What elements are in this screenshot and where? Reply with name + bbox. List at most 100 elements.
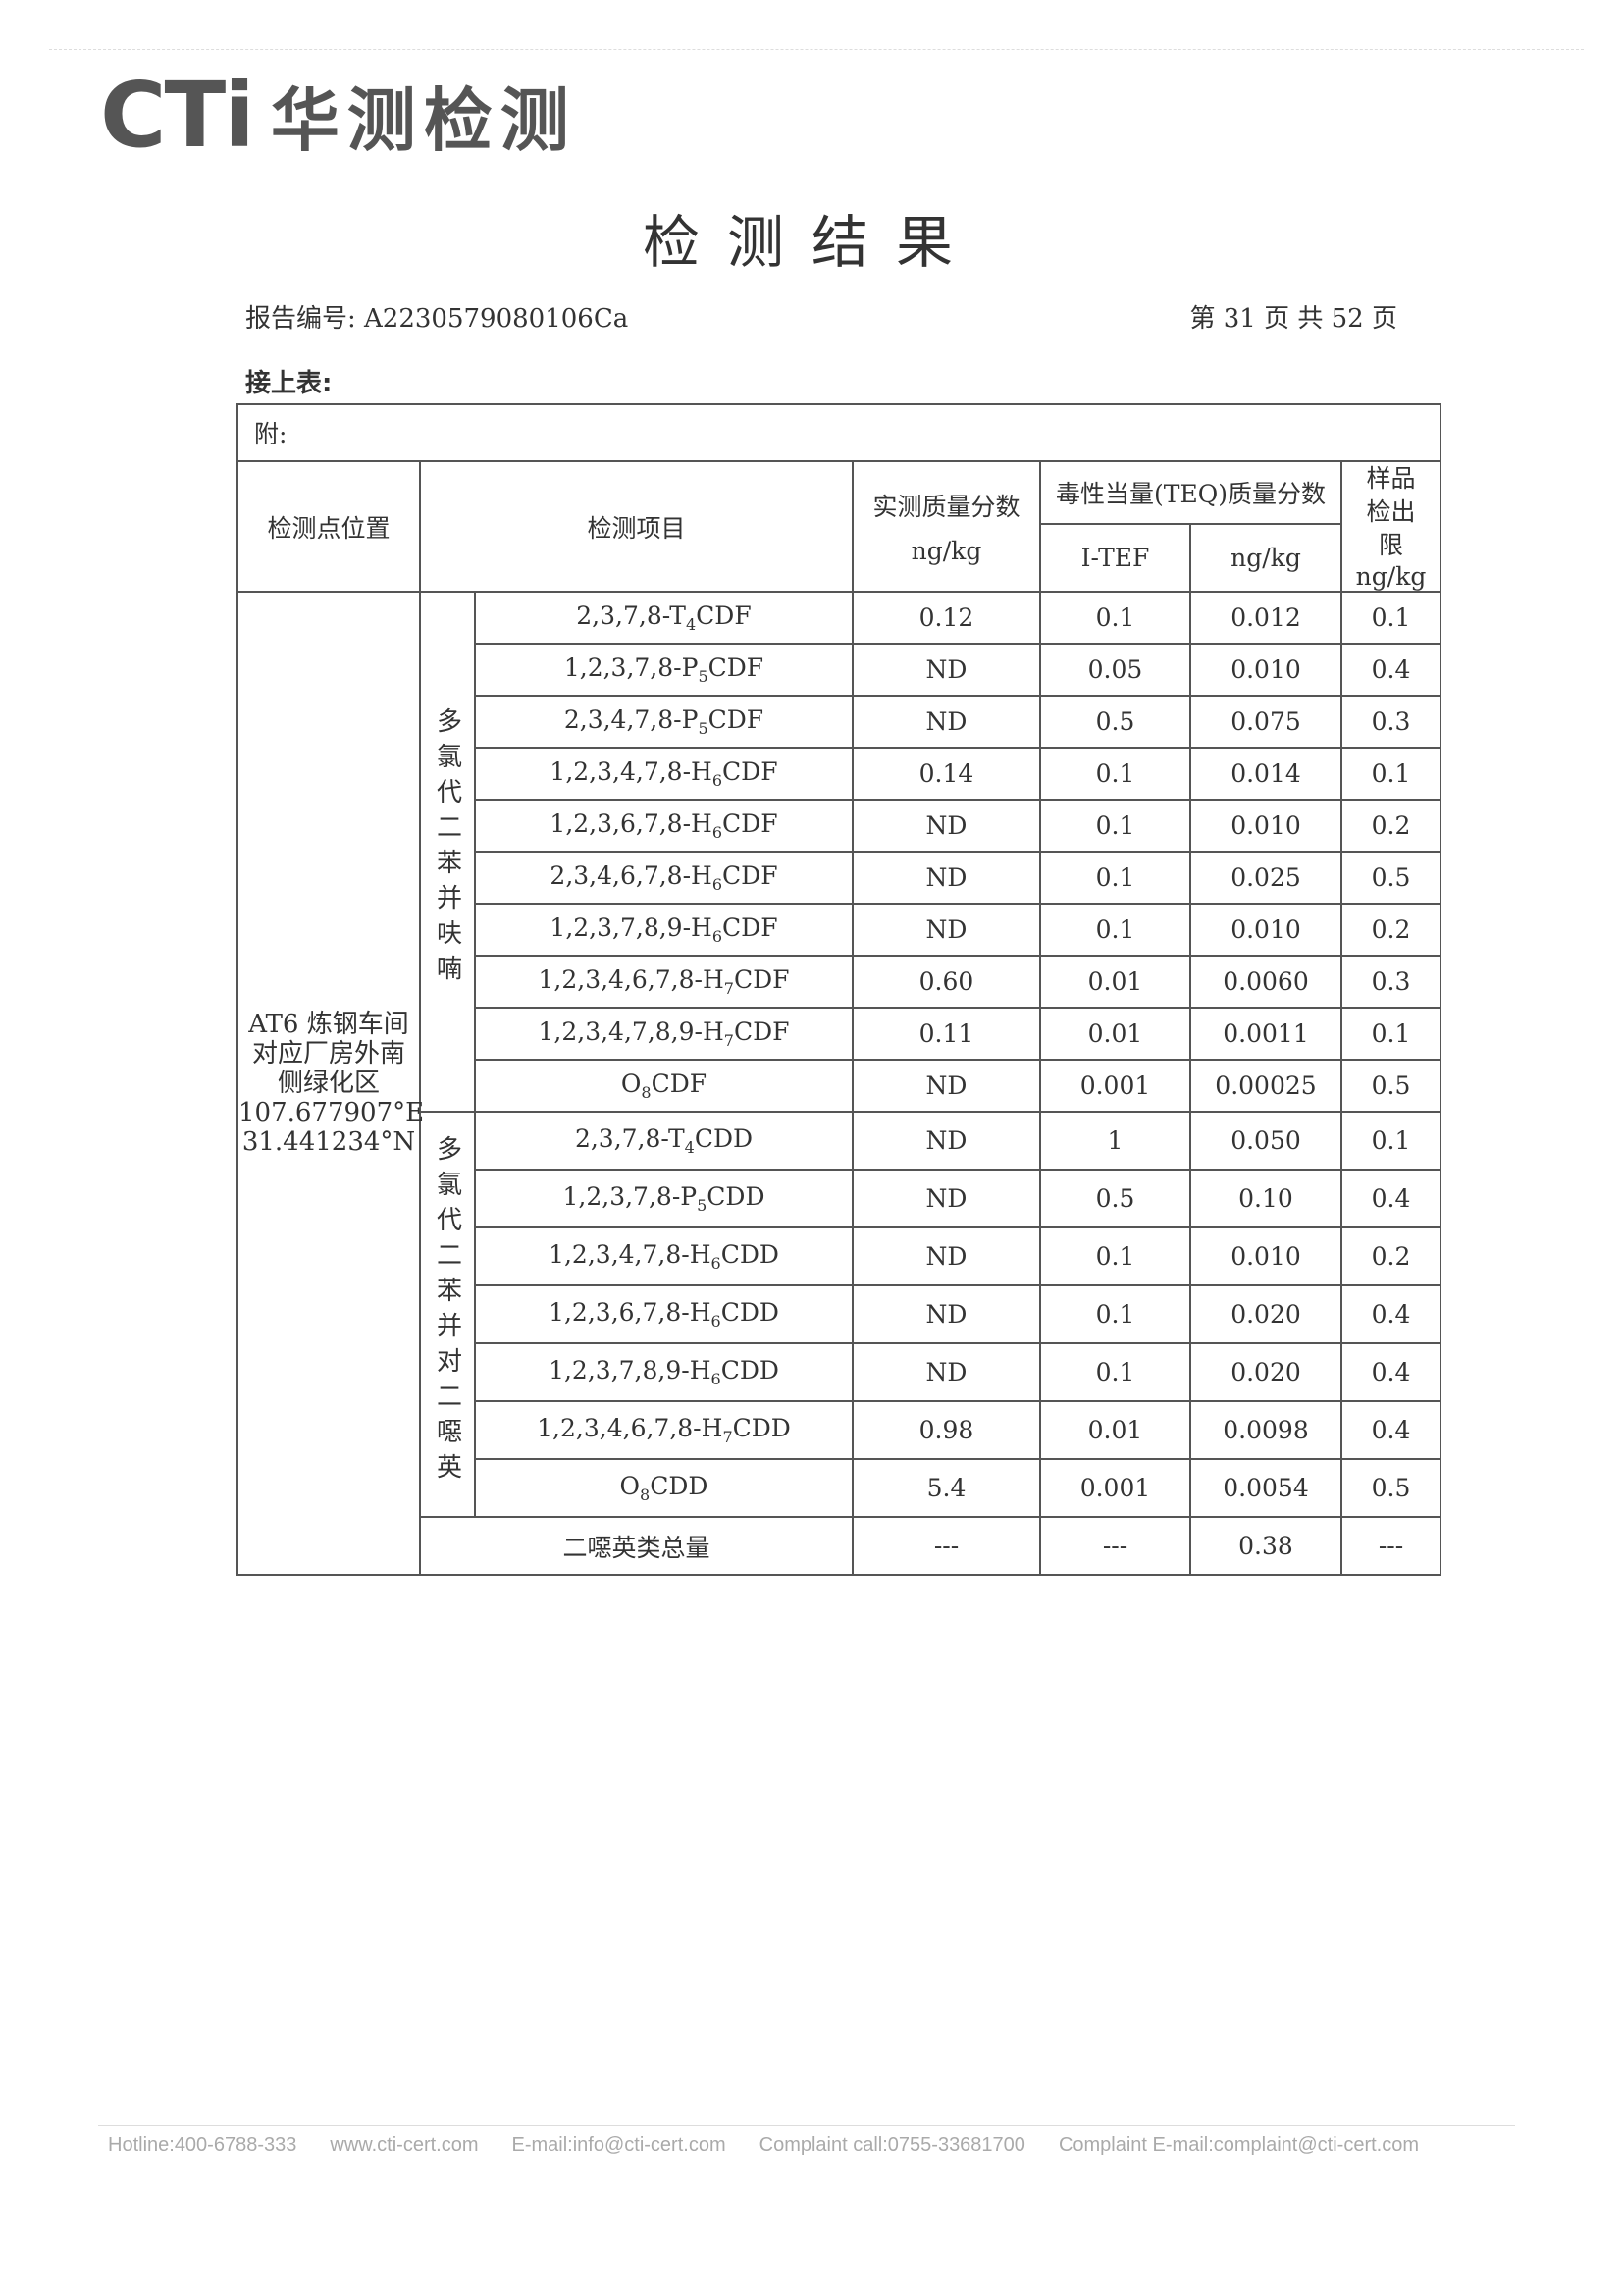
measured-value: ND: [852, 1111, 1041, 1171]
table-row: 1,2,3,7,8-P5CDD ND 0.5 0.10 0.4: [237, 1169, 1442, 1228]
top-divider: [49, 49, 1584, 50]
header-location: 检测点位置: [236, 460, 421, 593]
compound-suffix: CDF: [722, 913, 778, 942]
limit-value: 0.1: [1339, 1007, 1442, 1061]
itef-value: 0.001: [1039, 1458, 1191, 1518]
footer-email: E-mail:info@cti-cert.com: [511, 2134, 726, 2156]
compound-suffix: CDF: [651, 1070, 707, 1098]
measured-value: ND: [852, 1169, 1041, 1228]
compound-name: 2,3,4,6,7,8-H6CDF: [474, 851, 854, 905]
results-table: 附: 检测点位置 检测项目 实测质量分数 ng/kg 毒性当量(TEQ)质量分数 …: [236, 403, 1442, 1576]
measured-value: 5.4: [852, 1458, 1041, 1518]
footer: Hotline:400-6788-333 www.cti-cert.com E-…: [108, 2134, 1419, 2157]
itef-value: 0.1: [1039, 851, 1191, 905]
compound-prefix: 2,3,7,8-T: [576, 601, 686, 630]
limit-value: 0.1: [1339, 591, 1442, 645]
limit-value: 0.4: [1339, 643, 1442, 697]
page-title: 检测结果: [642, 209, 980, 276]
compound-name: 1,2,3,7,8,9-H6CDD: [474, 1342, 854, 1402]
itef-value: 0.1: [1039, 1226, 1191, 1286]
compound-prefix: O: [619, 1472, 641, 1500]
compound-prefix: 1,2,3,4,7,8-H: [550, 757, 712, 786]
report-number: 报告编号: A2230579080106Ca: [245, 304, 629, 334]
compound-name: O8CDD: [474, 1458, 854, 1518]
table-row: 1,2,3,6,7,8-H6CDD ND 0.1 0.020 0.4: [237, 1284, 1442, 1344]
limit-value: 0.5: [1339, 851, 1442, 905]
compound-suffix: CDD: [707, 1182, 765, 1211]
limit-value: 0.2: [1339, 903, 1442, 957]
compound-suffix: CDF: [696, 601, 752, 630]
compound-subscript: 7: [723, 979, 734, 998]
limit-value: 0.4: [1339, 1169, 1442, 1228]
compound-suffix: CDF: [733, 965, 790, 994]
itef-value: 1: [1039, 1111, 1191, 1171]
table-row: 多氯代二苯并对二噁英 2,3,7,8-T4CDD ND 1 0.050 0.1: [237, 1111, 1442, 1518]
compound-prefix: 1,2,3,7,8-P: [563, 653, 699, 682]
limit-value: 0.5: [1339, 1458, 1442, 1518]
logo-chinese: 华测检测: [270, 79, 577, 161]
compound-subscript: 6: [711, 823, 723, 842]
measured-value: ND: [852, 643, 1041, 697]
group-cell: 多氯代二苯并呋喃: [419, 591, 476, 1113]
location-line1: AT6 炼钢车间: [248, 1010, 409, 1039]
compound-suffix: CDD: [694, 1124, 754, 1153]
itef-value: 0.5: [1039, 1169, 1191, 1228]
teq-value: 0.00025: [1189, 1059, 1342, 1113]
table-row: O8CDD 5.4 0.001 0.0054 0.5: [237, 1458, 1442, 1518]
compound-prefix: 1,2,3,4,6,7,8-H: [538, 965, 724, 994]
group-label: 多氯代二苯并对二噁英: [432, 1134, 462, 1488]
compound-prefix: 2,3,4,6,7,8-H: [550, 861, 712, 890]
table-row: 1,2,3,4,7,8-H6CDF 0.14 0.1 0.014 0.1: [237, 747, 1442, 801]
measured-value: 0.60: [852, 955, 1041, 1009]
table-row: 2,3,4,7,8-P5CDF ND 0.5 0.075 0.3: [237, 695, 1442, 749]
limit-value: 0.1: [1339, 747, 1442, 801]
compound-prefix: O: [620, 1070, 642, 1098]
header-teq: 毒性当量(TEQ)质量分数: [1039, 459, 1342, 526]
teq-value: 0.0054: [1189, 1458, 1342, 1518]
table-row: 1,2,3,4,7,8-H6CDD ND 0.1 0.010 0.2: [237, 1226, 1442, 1286]
measured-value: ND: [852, 903, 1041, 957]
measured-value: ND: [852, 1284, 1041, 1344]
compound-name: 1,2,3,7,8-P5CDD: [474, 1169, 854, 1228]
header-measured-label: 实测质量分数: [872, 493, 1021, 521]
itef-value: 0.5: [1039, 695, 1191, 749]
location-lat: 31.441234°N: [241, 1127, 416, 1157]
measured-value: ND: [852, 851, 1041, 905]
continued-label: 接上表:: [245, 369, 333, 398]
limit-value: 0.4: [1339, 1284, 1442, 1344]
compound-suffix: CDD: [720, 1356, 779, 1384]
compound-name: 1,2,3,7,8,9-H6CDF: [474, 903, 854, 957]
compound-subscript: 6: [711, 771, 723, 790]
limit-value: 0.2: [1339, 799, 1442, 853]
compound-suffix: CDF: [722, 757, 778, 786]
compound-suffix: CDF: [722, 861, 778, 890]
compound-subscript: 6: [711, 927, 723, 946]
compound-prefix: 1,2,3,7,8-P: [562, 1182, 698, 1211]
cti-logo: CTi 华测检测: [100, 61, 577, 169]
compound-suffix: CDD: [650, 1472, 708, 1500]
compound-suffix: CDD: [720, 1298, 779, 1327]
itef-value: 0.1: [1039, 1284, 1191, 1344]
teq-value: 0.012: [1189, 591, 1342, 645]
table-row: 1,2,3,7,8-P5CDF ND 0.05 0.010 0.4: [237, 643, 1442, 697]
footer-complaint-email: Complaint E-mail:complaint@cti-cert.com: [1058, 2134, 1419, 2156]
itef-value: 0.1: [1039, 747, 1191, 801]
compound-subscript: 4: [684, 1138, 695, 1157]
header-limit-label: 样品检出限: [1366, 464, 1416, 559]
footer-hotline: Hotline:400-6788-333: [108, 2134, 297, 2156]
compound-subscript: 7: [723, 1031, 734, 1050]
teq-value: 0.020: [1189, 1342, 1342, 1402]
group-label: 多氯代二苯并呋喃: [432, 707, 462, 990]
compound-name: 1,2,3,4,6,7,8-H7CDF: [474, 955, 854, 1009]
compound-name: 2,3,4,7,8-P5CDF: [474, 695, 854, 749]
teq-value: 0.10: [1189, 1169, 1342, 1228]
location-line3: 侧绿化区: [277, 1069, 380, 1098]
compound-subscript: 5: [698, 667, 708, 686]
measured-value: ND: [852, 1342, 1041, 1402]
table-row: 1,2,3,7,8,9-H6CDD ND 0.1 0.020 0.4: [237, 1342, 1442, 1402]
teq-value: 0.0060: [1189, 955, 1342, 1009]
limit-value: 0.4: [1339, 1342, 1442, 1402]
measured-value: ND: [852, 1226, 1041, 1286]
compound-name: 1,2,3,4,7,8-H6CDD: [474, 1226, 854, 1286]
